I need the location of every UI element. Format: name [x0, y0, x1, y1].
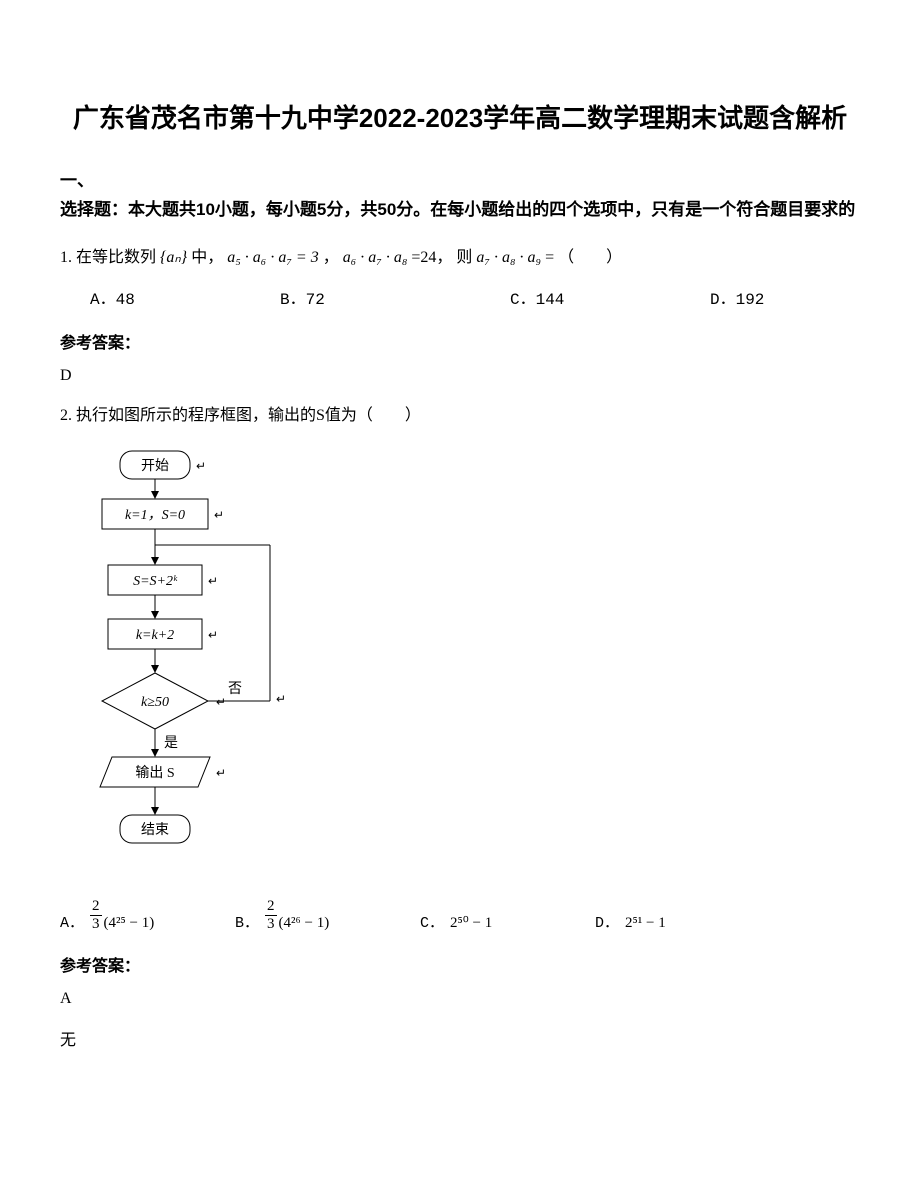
flow-return-mark-2: ↵	[214, 508, 224, 522]
flow-cond: k≥50	[141, 695, 169, 710]
q2-c-label: C．	[420, 911, 444, 932]
flow-return-mark-5: ↵	[216, 695, 226, 709]
flow-return-mark: ↵	[196, 459, 206, 473]
fraction-icon: 2 3	[265, 899, 277, 932]
question-1: 1. 在等比数列 {aₙ} 中， a₅ · a₆ · a₇ = 3 ， a₆ ·…	[60, 245, 860, 271]
flow-start: 开始	[141, 458, 169, 474]
q2-opt-d: D． 2⁵¹ − 1	[595, 911, 666, 932]
q1-opt-a: A．48	[90, 285, 280, 309]
q1-seq: {aₙ}	[160, 249, 187, 266]
flow-output: 输出 S	[135, 765, 174, 781]
q2-answer: A	[60, 990, 860, 1008]
q2-flowchart: 开始 ↵ k=1，S=0 ↵ S=S+2ᵏ ↵ k=k+2 ↵	[60, 443, 860, 883]
fraction-icon: 2 3	[90, 899, 102, 932]
q1-options: A．48 B．72 C．144 D．192	[90, 285, 860, 309]
q2-a-label: A．	[60, 911, 84, 932]
q1-comma: ，	[323, 249, 339, 266]
flow-step2: k=k+2	[136, 628, 174, 643]
q2-d-label: D．	[595, 911, 619, 932]
q2-opt-c: C． 2⁵⁰ − 1	[420, 911, 595, 932]
q2-c-expr: 2⁵⁰ − 1	[450, 913, 492, 932]
q2-b-expr: (4²⁶ − 1)	[279, 915, 330, 932]
q2-b-num: 2	[265, 899, 277, 915]
flow-end: 结束	[141, 822, 169, 838]
flow-no: 否	[228, 682, 242, 697]
q2-explain: 无	[60, 1026, 860, 1050]
q1-cond1: a₅ · a₆ · a₇ = 3	[227, 249, 318, 266]
q1-cond3: a₇ · a₈ · a₉	[476, 249, 541, 266]
q1-cond2: a₆ · a₇ · a₈	[343, 249, 408, 266]
q2-a-expr: (4²⁵ − 1)	[104, 915, 155, 932]
q2-opt-a: A． 2 3 (4²⁵ − 1)	[60, 899, 235, 932]
q1-opt-b: B．72	[280, 285, 510, 309]
question-2: 2. 执行如图所示的程序框图，输出的S值为（ ）	[60, 403, 860, 429]
q2-b-label: B．	[235, 911, 259, 932]
flow-init: k=1，S=0	[125, 508, 185, 523]
flow-return-mark-3: ↵	[208, 574, 218, 588]
q1-answer-label: 参考答案：	[60, 329, 860, 353]
section-intro: 选择题：本大题共10小题，每小题5分，共50分。在每小题给出的四个选项中，只有是…	[60, 195, 860, 220]
q2-opt-b: B． 2 3 (4²⁶ − 1)	[235, 899, 420, 932]
flow-return-mark-7: ↵	[216, 766, 226, 780]
q2-options: A． 2 3 (4²⁵ − 1) B． 2 3 (4²⁶ − 1) C． 2⁵⁰…	[60, 899, 860, 932]
q1-mid: 中，	[191, 249, 223, 266]
q2-d-expr: 2⁵¹ − 1	[625, 915, 666, 932]
flow-return-mark-4: ↵	[208, 628, 218, 642]
flow-yes: 是	[164, 736, 178, 751]
q1-opt-c: C．144	[510, 285, 710, 309]
q1-eq2: =24， 则	[411, 249, 472, 266]
q1-tail: = （ ）	[545, 249, 622, 266]
q1-opt-d: D．192	[710, 285, 764, 309]
page-title: 广东省茂名市第十九中学2022-2023学年高二数学理期末试题含解析	[60, 100, 860, 136]
flow-return-mark-6: ↵	[276, 692, 286, 706]
q2-a-den: 3	[90, 915, 102, 932]
q1-prefix: 1. 在等比数列	[60, 249, 156, 266]
section-number: 一、	[60, 166, 860, 191]
q2-b-den: 3	[265, 915, 277, 932]
q2-a-num: 2	[90, 899, 102, 915]
q2-answer-label: 参考答案：	[60, 952, 860, 976]
q1-answer: D	[60, 367, 860, 385]
flow-step1: S=S+2ᵏ	[133, 574, 178, 589]
